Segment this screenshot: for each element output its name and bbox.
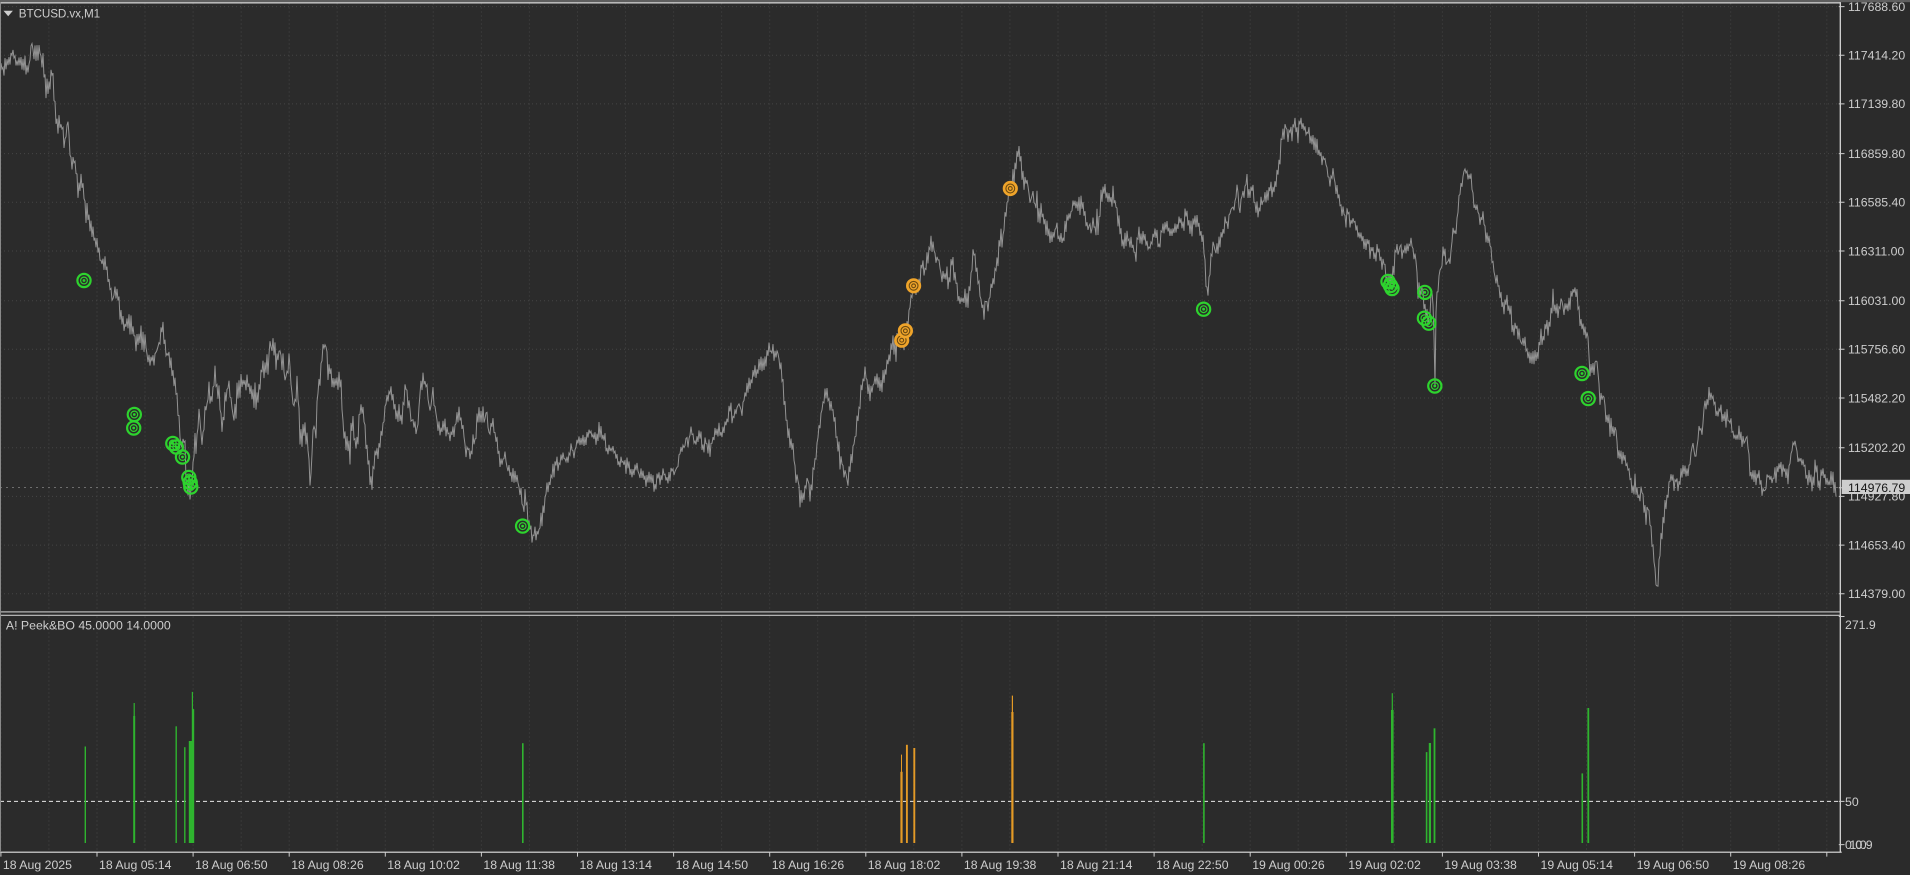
svg-text:18 Aug 11:38: 18 Aug 11:38: [483, 858, 555, 872]
svg-text:115202.20: 115202.20: [1848, 441, 1905, 455]
svg-text:18 Aug 16:26: 18 Aug 16:26: [772, 858, 845, 872]
svg-text:115482.20: 115482.20: [1848, 391, 1905, 405]
svg-text:116311.00: 116311.00: [1848, 244, 1904, 258]
svg-text:18 Aug 05:14: 18 Aug 05:14: [99, 858, 172, 872]
svg-text:18 Aug 06:50: 18 Aug 06:50: [195, 858, 268, 872]
svg-text:19 Aug 03:38: 19 Aug 03:38: [1444, 858, 1517, 872]
svg-text:114653.40: 114653.40: [1848, 538, 1905, 552]
svg-text:18 Aug 21:14: 18 Aug 21:14: [1060, 858, 1133, 872]
svg-text:114927.80: 114927.80: [1848, 490, 1905, 504]
svg-text:114379.00: 114379.00: [1848, 587, 1905, 601]
svg-text:BTCUSD.vx,M1: BTCUSD.vx,M1: [19, 8, 100, 21]
svg-text:18 Aug 10:02: 18 Aug 10:02: [387, 858, 460, 872]
svg-text:116859.80: 116859.80: [1848, 147, 1905, 161]
svg-text:117414.20: 117414.20: [1848, 49, 1905, 63]
svg-text:19 Aug 02:02: 19 Aug 02:02: [1348, 858, 1421, 872]
svg-text:19 Aug 05:14: 19 Aug 05:14: [1541, 858, 1614, 872]
svg-text:18 Aug 08:26: 18 Aug 08:26: [291, 858, 364, 872]
svg-text:18 Aug 22:50: 18 Aug 22:50: [1156, 858, 1229, 872]
svg-text:0.0: 0.0: [1845, 838, 1862, 852]
svg-text:A! Peek&BO 45.0000 14.0000: A! Peek&BO 45.0000 14.0000: [6, 619, 171, 633]
svg-text:116031.00: 116031.00: [1848, 294, 1905, 308]
svg-text:18 Aug 2025: 18 Aug 2025: [3, 858, 72, 872]
svg-text:117688.60: 117688.60: [1848, 0, 1905, 14]
svg-text:19 Aug 08:26: 19 Aug 08:26: [1733, 858, 1806, 872]
svg-text:19 Aug 06:50: 19 Aug 06:50: [1637, 858, 1710, 872]
svg-text:1.0: 1.0: [1850, 838, 1867, 852]
svg-text:50: 50: [1845, 795, 1859, 809]
svg-text:117139.80: 117139.80: [1848, 97, 1905, 111]
svg-text:115756.60: 115756.60: [1848, 343, 1905, 357]
svg-text:19 Aug 00:26: 19 Aug 00:26: [1252, 858, 1325, 872]
svg-text:0.9: 0.9: [1856, 838, 1873, 852]
svg-text:114976.79: 114976.79: [1848, 481, 1905, 495]
svg-text:18 Aug 13:14: 18 Aug 13:14: [580, 858, 653, 872]
svg-text:18 Aug 19:38: 18 Aug 19:38: [964, 858, 1037, 872]
svg-text:271.9: 271.9: [1845, 618, 1876, 632]
svg-text:18 Aug 14:50: 18 Aug 14:50: [676, 858, 749, 872]
svg-text:116585.40: 116585.40: [1848, 196, 1905, 210]
svg-text:18 Aug 18:02: 18 Aug 18:02: [868, 858, 941, 872]
